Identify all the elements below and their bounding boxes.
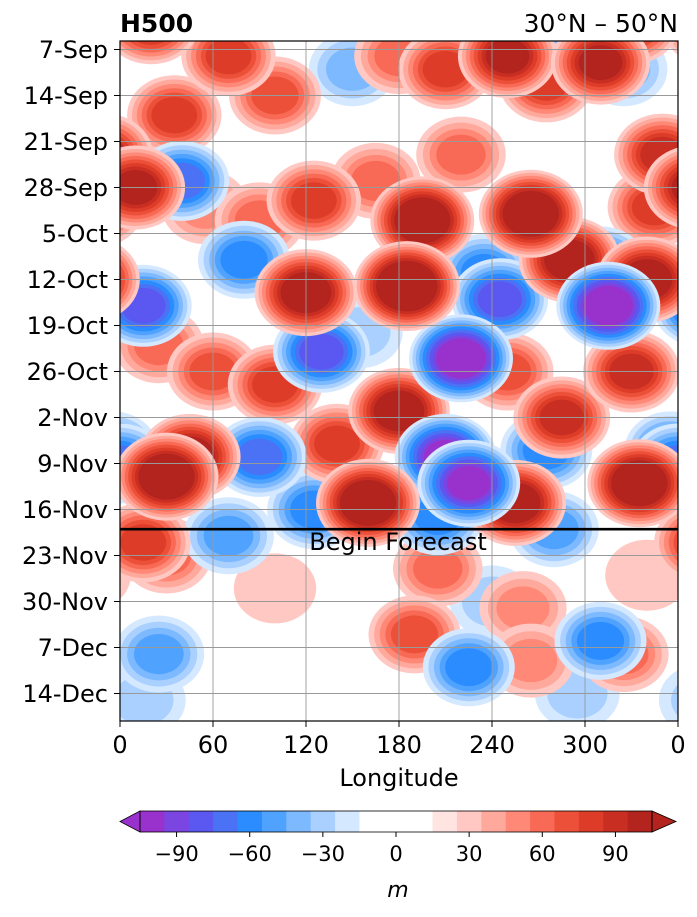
contour-level bbox=[206, 38, 252, 75]
contour-level bbox=[436, 135, 485, 175]
colorbar-bin bbox=[506, 811, 531, 832]
y-tick-label: 9-Nov bbox=[37, 450, 108, 478]
contour-level bbox=[145, 460, 188, 494]
colorbar-bin bbox=[213, 811, 238, 832]
anomaly-blob bbox=[354, 241, 460, 331]
x-tick-label: 0 bbox=[670, 731, 685, 759]
contour-level bbox=[447, 466, 490, 501]
colorbar-extend-min bbox=[120, 811, 140, 832]
colorbar-bin bbox=[481, 811, 506, 832]
contour-level bbox=[682, 2, 697, 45]
x-tick-label: 240 bbox=[469, 731, 515, 759]
contour-level bbox=[687, 5, 697, 41]
y-tick-label: 14-Sep bbox=[24, 82, 108, 110]
anomaly-blob bbox=[479, 170, 583, 258]
colorbar-tick-label: −60 bbox=[228, 842, 272, 866]
contour-level bbox=[347, 486, 390, 520]
colorbar-bin bbox=[603, 811, 628, 832]
contour-level bbox=[445, 648, 492, 686]
colorbar-bin bbox=[457, 811, 482, 832]
colorbar-bin bbox=[554, 811, 579, 832]
anomaly-blob bbox=[587, 439, 691, 527]
y-tick-label: 14-Dec bbox=[22, 680, 108, 708]
contour-level bbox=[151, 97, 197, 134]
contour-level bbox=[204, 516, 254, 556]
colorbar-bin bbox=[530, 811, 555, 832]
contour-level bbox=[237, 439, 283, 476]
contour-level bbox=[678, 0, 697, 49]
colorbar-bin bbox=[164, 811, 189, 832]
x-axis-label: Longitude bbox=[339, 764, 458, 792]
colorbar-label: m bbox=[387, 878, 408, 903]
colorbar-bin bbox=[140, 811, 165, 832]
colorbar-bin bbox=[579, 811, 604, 832]
colorbar-bin bbox=[238, 811, 263, 832]
contour-level bbox=[386, 269, 428, 303]
colorbar-extend-max bbox=[652, 811, 676, 832]
contour-level bbox=[497, 586, 550, 629]
y-tick-label: 16-Nov bbox=[22, 496, 108, 524]
contour-level bbox=[618, 466, 661, 500]
contour-level bbox=[577, 622, 624, 660]
anomaly-blob bbox=[423, 628, 515, 706]
x-tick-label: 120 bbox=[283, 731, 329, 759]
colorbar-bin bbox=[433, 811, 458, 832]
y-tick-label: 5-Oct bbox=[42, 220, 108, 248]
x-tick-label: 300 bbox=[562, 731, 608, 759]
contour-level bbox=[679, 288, 697, 324]
y-tick-label: 21-Sep bbox=[24, 128, 108, 156]
x-tick-label: 180 bbox=[376, 731, 422, 759]
anomaly-blob bbox=[115, 433, 219, 521]
y-tick-label: 23-Nov bbox=[22, 542, 108, 570]
colorbar-bin bbox=[359, 811, 433, 832]
colorbar-tick-label: 90 bbox=[602, 842, 629, 866]
x-tick-label: 60 bbox=[198, 731, 229, 759]
chart-title-left: H500 bbox=[120, 9, 193, 38]
contour-level bbox=[401, 203, 444, 237]
anomaly-blob bbox=[556, 262, 660, 350]
contour-level bbox=[678, 524, 697, 561]
anomaly-blob bbox=[555, 602, 647, 680]
contour-level bbox=[134, 634, 184, 674]
y-tick-label: 26-Oct bbox=[27, 358, 108, 386]
contour-level bbox=[587, 289, 630, 323]
y-axis-ticks: 7-Sep 14-Sep 21-Sep 28-Sep 5-Oct 12-Oct 19-Oct… bbox=[22, 36, 120, 708]
y-tick-label: 28-Sep bbox=[24, 174, 108, 202]
forecast-label: Begin Forecast bbox=[309, 528, 487, 556]
colorbar: −90 −60 −30 0 30 60 90 bbox=[120, 811, 676, 866]
y-tick-label: 7-Dec bbox=[38, 634, 108, 662]
anomaly-blob bbox=[181, 16, 275, 96]
y-tick-label: 19-Oct bbox=[27, 312, 108, 340]
contour-level bbox=[314, 426, 360, 463]
contour-level bbox=[509, 197, 552, 231]
colorbar-bin bbox=[335, 811, 360, 832]
anomaly-blob bbox=[95, 265, 192, 347]
contour-level bbox=[440, 341, 483, 375]
colorbar-bin bbox=[189, 811, 214, 832]
x-axis-ticks: 0 60 120 180 240 300 0 bbox=[112, 721, 685, 759]
colorbar-tick-label: −90 bbox=[154, 842, 198, 866]
y-tick-label: 2-Nov bbox=[37, 404, 108, 432]
x-tick-label: 0 bbox=[112, 731, 127, 759]
colorbar-tick-label: 0 bbox=[389, 842, 402, 866]
anomaly-blob bbox=[417, 440, 520, 527]
colorbar-bin bbox=[262, 811, 287, 832]
y-tick-label: 30-Nov bbox=[22, 588, 108, 616]
y-tick-label: 7-Sep bbox=[39, 36, 108, 64]
colorbar-bin bbox=[311, 811, 336, 832]
colorbar-tick-label: 30 bbox=[456, 842, 483, 866]
colorbar-tick-label: 60 bbox=[529, 842, 556, 866]
anomaly-blob bbox=[113, 616, 204, 693]
colorbar-bin bbox=[628, 811, 653, 832]
contour-level bbox=[478, 281, 523, 317]
colorbar-bin bbox=[286, 811, 311, 832]
y-tick-label: 12-Oct bbox=[27, 266, 108, 294]
chart-title-right: 30°N – 50°N bbox=[524, 9, 678, 38]
anomaly-blob bbox=[267, 161, 361, 241]
plot-area bbox=[38, 0, 697, 736]
colorbar-tick-label: −30 bbox=[301, 842, 345, 866]
